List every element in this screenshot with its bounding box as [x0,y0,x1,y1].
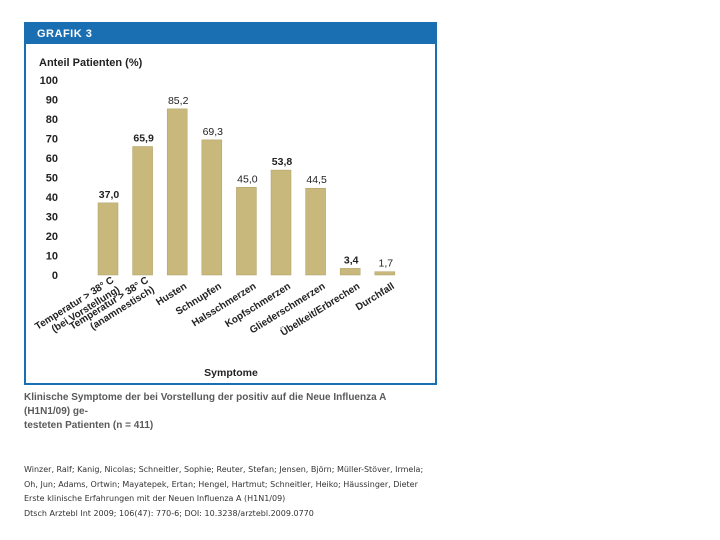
y-tick-label: 0 [52,270,58,282]
citation: Winzer, Ralf; Kanig, Nicolas; Schneitler… [24,463,464,521]
y-tick-label: 80 [46,114,58,126]
bar-value-label: 65,9 [133,132,154,144]
citation-authors-2: Oh, Jun; Adams, Ortwin; Mayatepek, Ertan… [24,479,418,489]
figure-header: GRAFIK 3 [26,24,435,44]
bar [132,146,153,276]
bar-value-label: 44,5 [306,174,327,186]
y-tick-label: 30 [46,212,58,224]
bar [270,169,292,276]
bar [305,187,326,276]
y-tick-label: 20 [46,231,58,243]
chart-figure: GRAFIK 3 Anteil Patienten (%) 0 10 20 30 40 50… [24,22,437,385]
y-tick-label: 40 [46,192,58,204]
bar-value-label: 69,3 [203,126,224,138]
x-axis-label: Symptome [204,367,258,379]
bar [374,271,396,276]
y-tick-label: 100 [40,75,58,87]
bar [166,108,188,276]
bar [236,187,257,276]
citation-title: Erste klinische Erfahrungen mit der Neue… [24,494,286,503]
bar [97,202,119,276]
citation-source: Dtsch Arztebl Int 2009; 106(47): 770-6; … [24,508,314,518]
bar-value-label: 3,4 [344,254,359,266]
bar-value-label: 1,7 [378,258,393,270]
figure-caption: Klinische Symptome der bei Vorstellung d… [24,391,434,433]
y-tick-label: 60 [46,153,58,165]
bar-chart: Anteil Patienten (%) 0 10 20 30 40 50 60 70 80 90 1… [33,57,397,379]
y-tick-label: 90 [46,95,58,107]
x-tick-label-line: Durchfall [354,281,397,313]
chart-title: Anteil Patienten (%) [39,57,143,69]
bar-value-label: 85,2 [168,95,189,107]
x-tick-label: Durchfall [354,281,397,313]
caption-line-1: Klinische Symptome der bei Vorstellung d… [24,392,386,417]
bar-value-label: 53,8 [272,156,293,168]
y-tick-label: 10 [46,251,58,263]
citation-authors-1: Winzer, Ralf; Kanig, Nicolas; Schneitler… [24,465,424,474]
bar-value-label: 37,0 [99,189,120,201]
bar [339,268,361,276]
bar [201,139,223,276]
caption-line-2: testeten Patienten (n = 411) [24,420,154,431]
y-tick-label: 70 [46,134,58,146]
y-tick-label: 50 [46,173,58,185]
bar-value-label: 45,0 [237,173,258,185]
